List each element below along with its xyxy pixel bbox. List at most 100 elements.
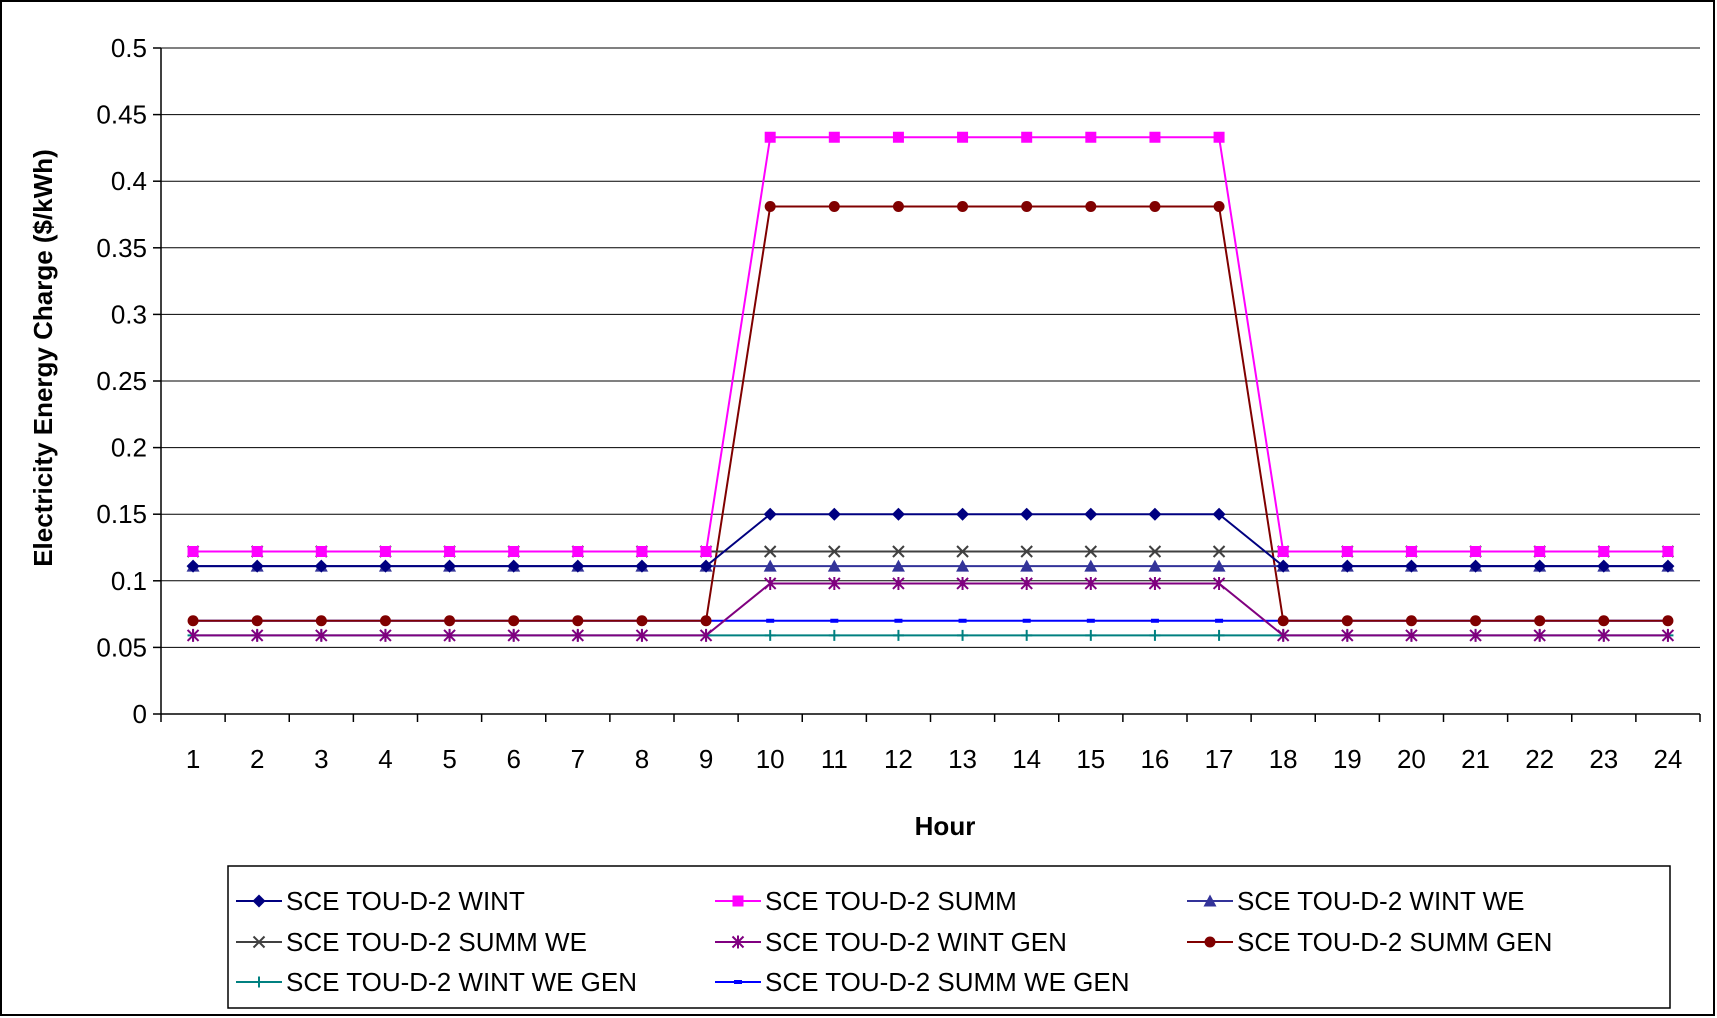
data-point bbox=[1341, 628, 1354, 642]
x-tick-label: 3 bbox=[314, 744, 328, 774]
data-point bbox=[764, 201, 776, 213]
data-point bbox=[1085, 131, 1097, 143]
legend-item: SCE TOU-D-2 SUMM bbox=[715, 886, 1017, 916]
data-point bbox=[1148, 545, 1162, 558]
data-point bbox=[958, 618, 967, 623]
data-point bbox=[763, 545, 777, 558]
data-point bbox=[443, 559, 457, 573]
y-tick-label: 0.1 bbox=[111, 566, 147, 596]
y-tick-label: 0.05 bbox=[96, 632, 147, 662]
data-point bbox=[956, 559, 970, 572]
x-axis-title: Hour bbox=[915, 811, 976, 841]
data-point bbox=[1215, 618, 1224, 623]
series-5 bbox=[186, 576, 1675, 642]
data-point bbox=[828, 545, 841, 558]
data-point bbox=[1276, 628, 1290, 642]
data-point bbox=[1277, 545, 1289, 557]
data-point bbox=[1534, 615, 1546, 627]
data-point bbox=[1340, 559, 1354, 573]
legend-label: SCE TOU-D-2 SUMM WE bbox=[286, 927, 587, 957]
x-tick-label: 1 bbox=[186, 744, 200, 774]
x-tick-label: 4 bbox=[378, 744, 392, 774]
x-tick-label: 17 bbox=[1205, 744, 1234, 774]
data-point bbox=[1085, 201, 1097, 213]
data-point bbox=[1597, 628, 1611, 642]
data-point bbox=[1212, 545, 1226, 558]
data-point bbox=[1085, 629, 1097, 641]
data-point bbox=[700, 615, 712, 627]
data-point bbox=[186, 559, 200, 573]
data-point bbox=[1662, 615, 1674, 627]
data-point bbox=[314, 559, 328, 573]
data-point bbox=[700, 545, 712, 557]
legend-item: SCE TOU-D-2 SUMM WE bbox=[236, 927, 587, 957]
axes: 00.050.10.150.20.250.30.350.40.450.51 2 3 4… bbox=[96, 33, 1701, 774]
data-point bbox=[572, 545, 584, 557]
data-point bbox=[571, 628, 585, 642]
series-2 bbox=[187, 131, 1674, 557]
data-point bbox=[1662, 545, 1674, 557]
data-point bbox=[892, 131, 904, 143]
data-point bbox=[828, 131, 840, 143]
data-point bbox=[1661, 559, 1675, 573]
legend-item: SCE TOU-D-2 WINT WE bbox=[1187, 886, 1524, 916]
data-point bbox=[1533, 559, 1547, 573]
legend-swatch-marker bbox=[1204, 936, 1216, 948]
x-tick-label: 7 bbox=[571, 744, 585, 774]
data-point bbox=[507, 628, 520, 642]
data-point bbox=[1020, 576, 1033, 590]
legend-item: SCE TOU-D-2 WINT WE GEN bbox=[236, 967, 637, 997]
legend-label: SCE TOU-D-2 SUMM GEN bbox=[1237, 927, 1552, 957]
data-point bbox=[1084, 507, 1098, 521]
x-tick-label: 2 bbox=[250, 744, 264, 774]
data-point bbox=[1470, 545, 1482, 557]
data-point bbox=[315, 628, 328, 642]
x-tick-label: 11 bbox=[821, 744, 848, 774]
data-point bbox=[379, 628, 392, 642]
x-tick-label: 14 bbox=[1012, 744, 1041, 774]
data-point bbox=[1212, 507, 1226, 521]
y-tick-label: 0.3 bbox=[111, 299, 147, 329]
data-point bbox=[379, 615, 391, 627]
data-point bbox=[1084, 576, 1098, 590]
data-point bbox=[828, 576, 841, 590]
y-tick-label: 0.2 bbox=[111, 433, 147, 463]
data-point bbox=[1149, 629, 1161, 641]
legend: SCE TOU-D-2 WINT SCE TOU-D-2 SUMM SCE TOU-… bbox=[227, 865, 1671, 1009]
data-point bbox=[186, 628, 200, 642]
x-tick-label: 6 bbox=[506, 744, 520, 774]
data-point bbox=[572, 615, 584, 627]
series-6 bbox=[187, 201, 1674, 627]
data-point bbox=[251, 615, 263, 627]
x-tick-label: 12 bbox=[884, 744, 913, 774]
legend-label: SCE TOU-D-2 SUMM WE GEN bbox=[765, 967, 1130, 997]
data-point bbox=[764, 629, 776, 641]
x-tick-label: 13 bbox=[948, 744, 977, 774]
data-point bbox=[1086, 618, 1095, 623]
x-tick-label: 23 bbox=[1589, 744, 1618, 774]
data-point bbox=[828, 629, 840, 641]
legend-label: SCE TOU-D-2 SUMM bbox=[765, 886, 1017, 916]
data-point bbox=[1661, 628, 1675, 642]
data-point bbox=[636, 615, 648, 627]
legend-swatch-marker bbox=[732, 895, 744, 907]
data-point bbox=[892, 201, 904, 213]
series-line bbox=[193, 513, 1668, 568]
data-point bbox=[1533, 628, 1546, 642]
legend-item: SCE TOU-D-2 WINT GEN bbox=[715, 927, 1067, 957]
data-point bbox=[1148, 576, 1162, 590]
legend-swatch-marker bbox=[252, 894, 266, 908]
data-point bbox=[1469, 559, 1483, 573]
data-point bbox=[957, 131, 969, 143]
data-point bbox=[508, 545, 520, 557]
data-point bbox=[1277, 615, 1289, 627]
legend-box bbox=[227, 865, 1671, 1009]
data-point bbox=[635, 559, 649, 573]
data-point bbox=[1084, 559, 1098, 572]
data-point bbox=[766, 618, 775, 623]
data-point bbox=[1598, 615, 1610, 627]
data-point bbox=[956, 576, 969, 590]
data-point bbox=[187, 545, 199, 557]
x-tick-label: 10 bbox=[756, 744, 785, 774]
legend-swatch-marker bbox=[731, 935, 745, 949]
